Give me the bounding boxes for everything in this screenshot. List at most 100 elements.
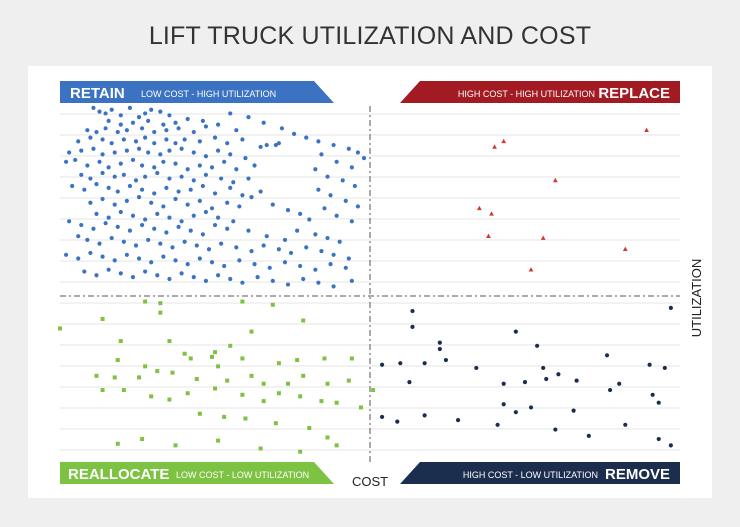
point-reallocate-60 bbox=[216, 438, 221, 443]
point-remove-10 bbox=[422, 361, 427, 366]
point-retain-210 bbox=[167, 276, 172, 282]
point-reallocate-3 bbox=[270, 302, 275, 307]
point-retain-243 bbox=[334, 159, 339, 164]
point-retain-165 bbox=[146, 237, 151, 243]
point-retain-119 bbox=[225, 200, 230, 205]
point-retain-191 bbox=[185, 262, 190, 267]
point-retain-188 bbox=[149, 260, 154, 265]
point-retain-62 bbox=[85, 163, 90, 168]
point-retain-69 bbox=[161, 159, 166, 164]
point-retain-3 bbox=[136, 115, 142, 120]
point-retain-107 bbox=[258, 189, 263, 194]
point-retain-242 bbox=[319, 152, 324, 157]
point-retain-6 bbox=[106, 118, 111, 123]
point-retain-200 bbox=[313, 267, 318, 272]
point-retain-244 bbox=[349, 165, 354, 170]
point-retain-80 bbox=[112, 174, 117, 179]
point-retain-90 bbox=[231, 180, 236, 185]
point-retain-74 bbox=[222, 159, 227, 164]
point-remove-28 bbox=[528, 405, 534, 410]
point-retain-31 bbox=[143, 135, 148, 140]
point-remove-36 bbox=[586, 433, 591, 438]
point-reallocate-32 bbox=[261, 381, 266, 386]
point-retain-153 bbox=[264, 234, 269, 239]
point-retain-1 bbox=[103, 111, 108, 116]
point-retain-168 bbox=[182, 239, 187, 244]
point-replace-6 bbox=[486, 233, 491, 238]
point-reallocate-18 bbox=[216, 364, 221, 369]
point-retain-225 bbox=[109, 107, 114, 112]
point-retain-251 bbox=[343, 198, 348, 203]
point-retain-177 bbox=[304, 245, 309, 250]
point-retain-160 bbox=[85, 237, 90, 243]
point-retain-189 bbox=[161, 254, 166, 259]
point-retain-17 bbox=[139, 126, 145, 131]
point-retain-249 bbox=[316, 187, 321, 192]
point-retain-67 bbox=[139, 163, 145, 168]
point-reallocate-28 bbox=[170, 370, 175, 375]
point-retain-185 bbox=[112, 258, 117, 263]
point-retain-33 bbox=[164, 137, 169, 142]
point-retain-219 bbox=[285, 282, 291, 287]
point-retain-163 bbox=[121, 239, 126, 244]
point-reallocate-61 bbox=[258, 446, 263, 451]
point-retain-250 bbox=[328, 193, 333, 198]
point-retain-59 bbox=[276, 141, 281, 146]
point-retain-215 bbox=[228, 276, 233, 282]
point-reallocate-40 bbox=[149, 394, 154, 399]
point-retain-78 bbox=[88, 176, 93, 181]
point-retain-108 bbox=[88, 200, 93, 205]
point-retain-76 bbox=[252, 163, 257, 168]
point-retain-57 bbox=[243, 155, 248, 161]
point-retain-144 bbox=[139, 222, 145, 228]
point-remove-26 bbox=[501, 402, 506, 407]
point-remove-21 bbox=[574, 378, 579, 383]
point-retain-143 bbox=[127, 228, 133, 233]
grid-lines bbox=[60, 106, 680, 462]
point-remove-12 bbox=[474, 365, 479, 371]
point-retain-196 bbox=[252, 262, 257, 267]
point-remove-2 bbox=[410, 324, 415, 329]
banner-retain-label: RETAIN bbox=[70, 85, 125, 102]
point-remove-31 bbox=[395, 419, 400, 424]
point-retain-120 bbox=[237, 204, 242, 209]
point-replace-1 bbox=[492, 144, 497, 149]
point-retain-4 bbox=[143, 111, 148, 116]
point-retain-114 bbox=[161, 204, 166, 209]
point-retain-26 bbox=[88, 135, 93, 140]
point-retain-30 bbox=[133, 139, 139, 144]
point-retain-45 bbox=[100, 152, 105, 157]
point-reallocate-24 bbox=[94, 373, 99, 378]
point-retain-13 bbox=[94, 129, 99, 135]
point-retain-154 bbox=[282, 237, 288, 243]
point-retain-8 bbox=[130, 120, 136, 125]
point-reallocate-23 bbox=[349, 356, 354, 361]
point-retain-238 bbox=[331, 142, 336, 148]
point-replace-5 bbox=[489, 211, 494, 216]
point-reallocate-4 bbox=[58, 326, 62, 331]
banner-retain-subtitle: LOW COST - HIGH UTILIZATION bbox=[141, 89, 276, 99]
point-retain-253 bbox=[322, 206, 327, 211]
point-retain-211 bbox=[179, 271, 184, 276]
point-retain-213 bbox=[203, 278, 209, 283]
point-retain-233 bbox=[261, 120, 266, 125]
point-retain-240 bbox=[355, 150, 361, 155]
point-retain-73 bbox=[209, 165, 215, 170]
point-retain-123 bbox=[285, 208, 291, 213]
point-reallocate-48 bbox=[319, 399, 324, 404]
point-retain-48 bbox=[136, 146, 142, 151]
point-retain-137 bbox=[231, 219, 236, 224]
point-retain-127 bbox=[106, 215, 111, 220]
point-retain-71 bbox=[185, 167, 190, 172]
point-retain-217 bbox=[255, 275, 260, 280]
banner-reallocate-shape bbox=[60, 462, 334, 484]
point-retain-63 bbox=[97, 159, 102, 164]
point-reallocate-2 bbox=[240, 299, 245, 304]
point-retain-82 bbox=[133, 178, 139, 183]
point-retain-10 bbox=[161, 122, 166, 127]
point-retain-28 bbox=[109, 141, 114, 146]
point-reallocate-30 bbox=[225, 378, 230, 383]
point-retain-231 bbox=[228, 111, 233, 116]
point-retain-86 bbox=[179, 174, 184, 179]
point-reallocate-8 bbox=[249, 329, 254, 334]
